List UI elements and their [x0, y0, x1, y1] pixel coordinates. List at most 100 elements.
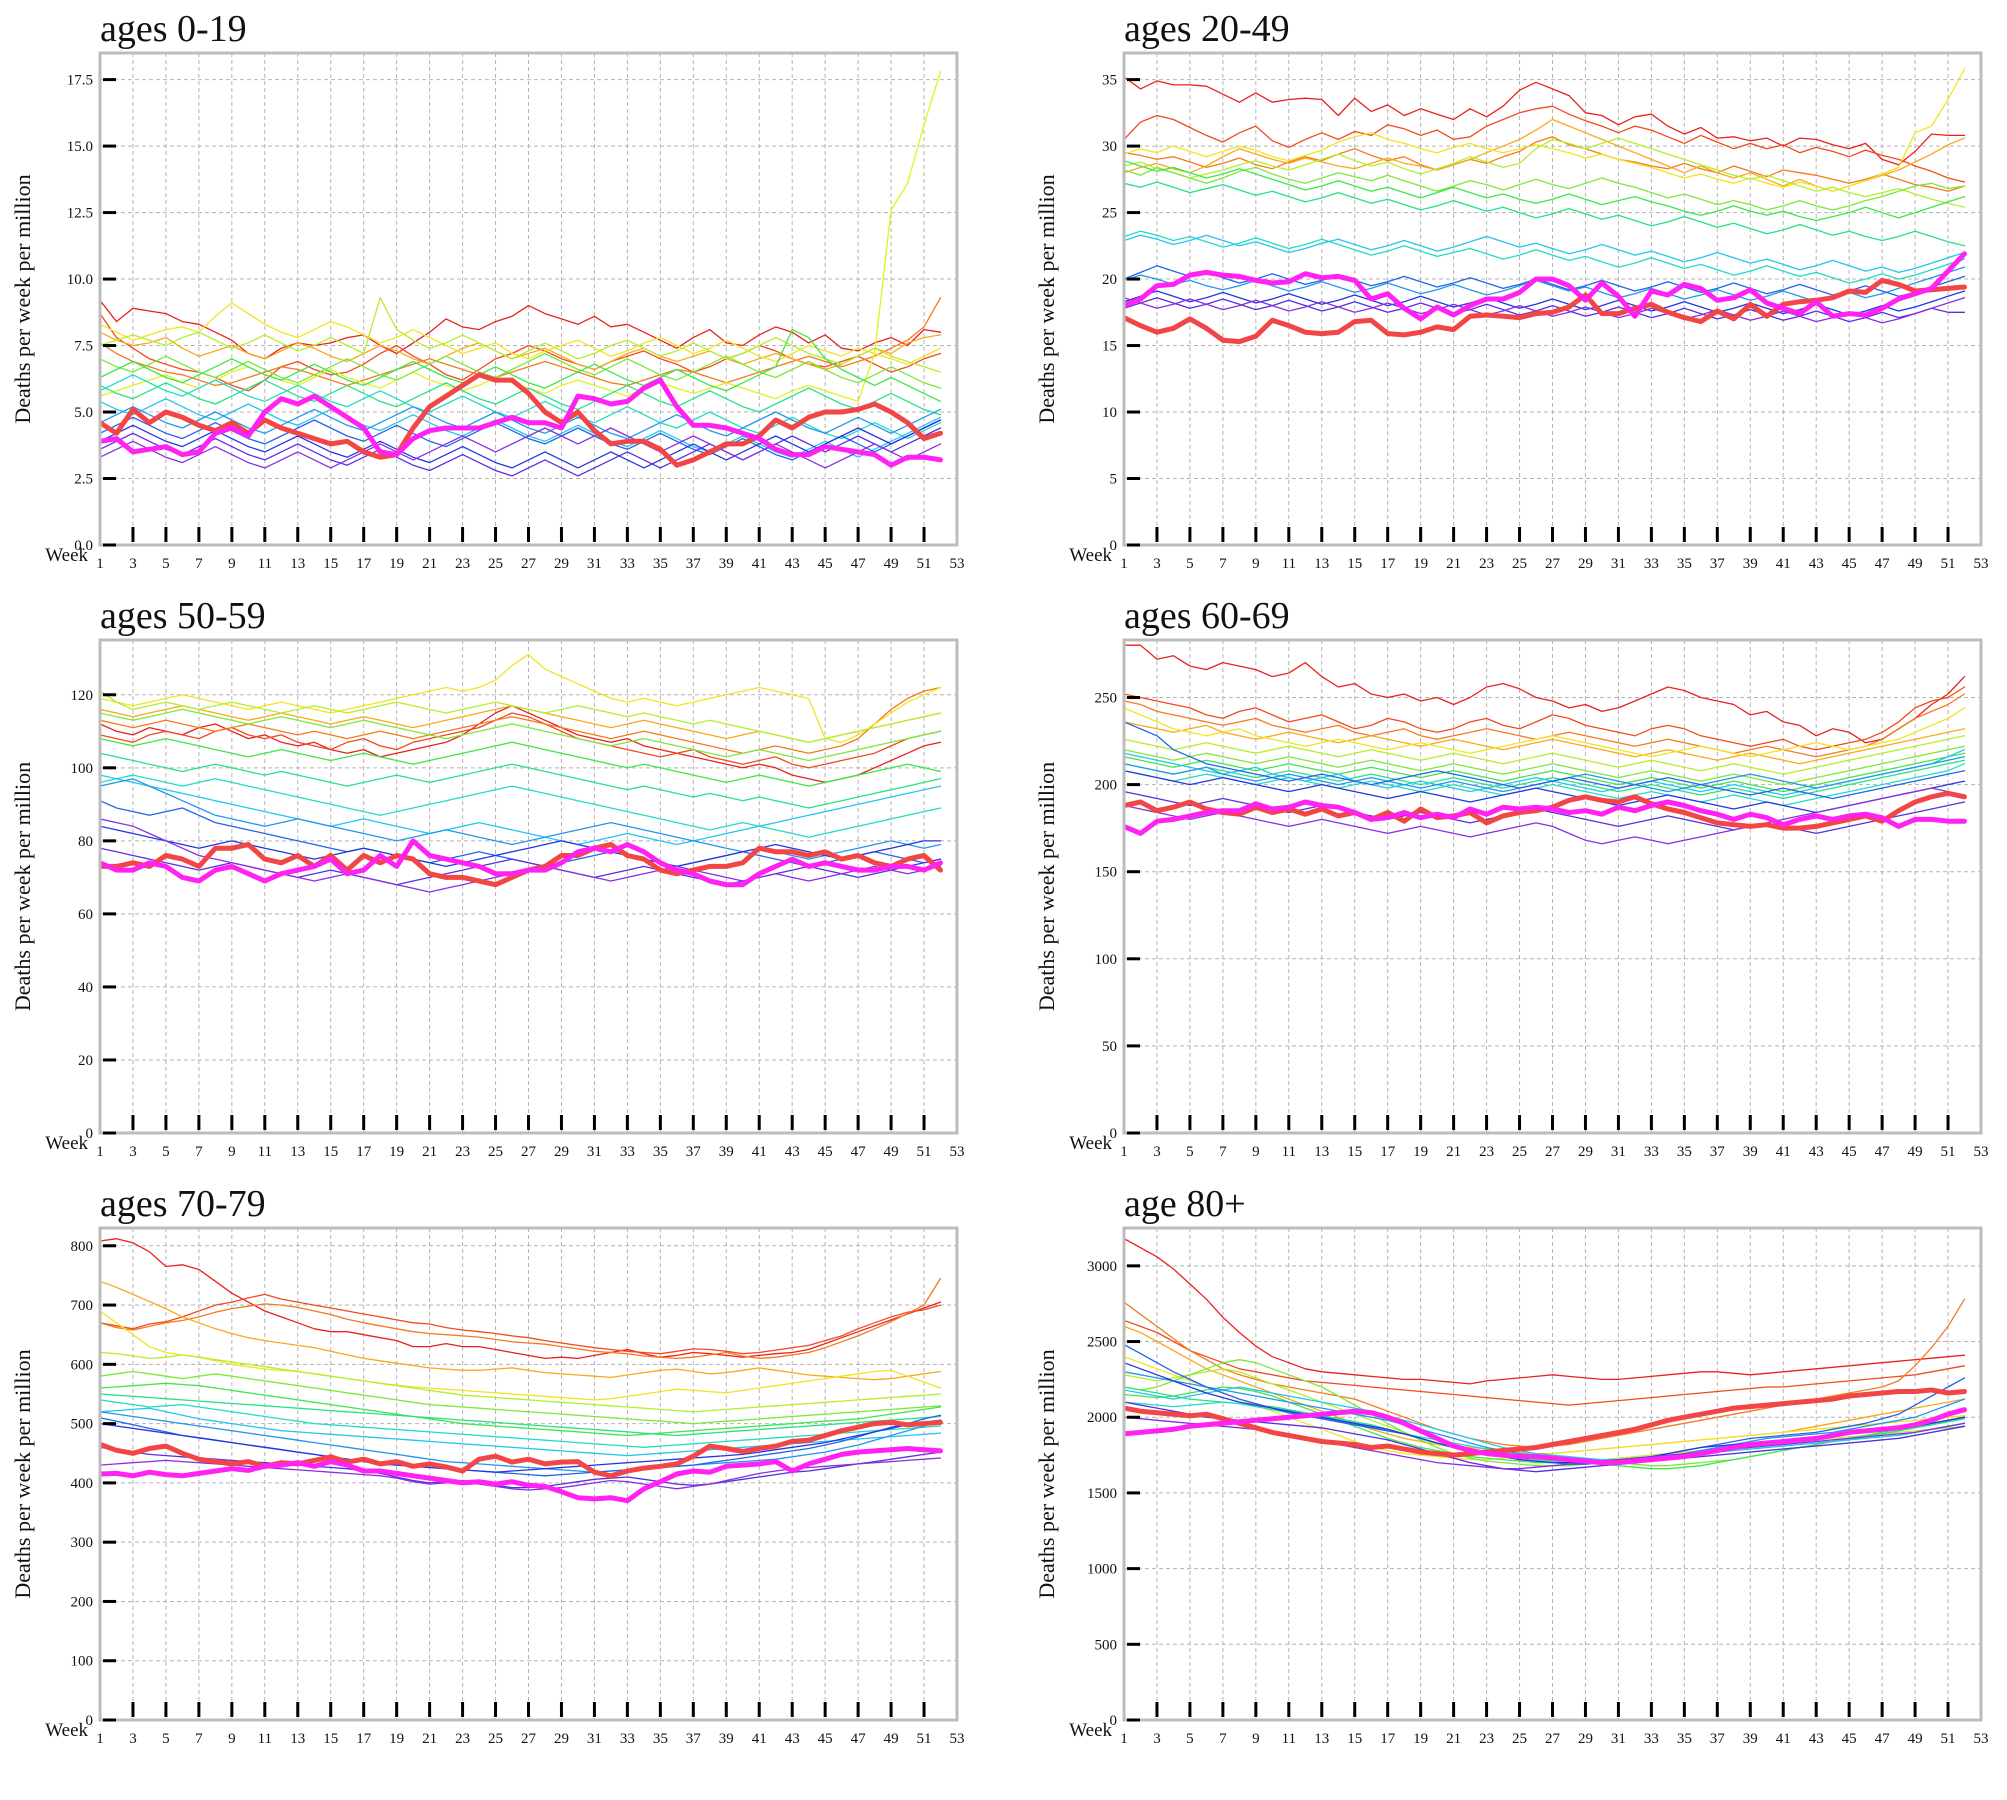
x-tick-label: 31: [587, 556, 602, 572]
y-axis-title: Deaths per week per million: [1034, 762, 1059, 1011]
series-line-1: [100, 1238, 942, 1360]
x-tick-label: 45: [818, 1144, 833, 1160]
x-tick-label: 27: [1545, 1144, 1561, 1160]
plot-frame: [1122, 1226, 1983, 1722]
x-axis-title: Week: [1069, 545, 1112, 566]
x-tick-label: 33: [620, 556, 635, 572]
x-tick-label: 9: [1252, 1731, 1260, 1747]
series-line-14: [100, 825, 942, 868]
y-tick-label: 1500: [1087, 1486, 1117, 1502]
x-tick-label: 39: [719, 556, 734, 572]
x-tick-label: 45: [1842, 556, 1857, 572]
x-tick-label: 41: [752, 1144, 767, 1160]
series-group: [1124, 1237, 1967, 1473]
y-tick-label: 150: [1095, 865, 1118, 881]
panel-title: ages 50-59: [100, 595, 266, 637]
x-tick-label: 23: [455, 1144, 470, 1160]
series-line-9: [1124, 181, 1966, 247]
series-line-8: [100, 737, 942, 787]
series-line-9: [100, 1393, 942, 1437]
series-line-15: [1124, 297, 1966, 323]
x-tick-label: 9: [1252, 1144, 1260, 1160]
x-tick-label: 15: [1347, 556, 1362, 572]
x-tick-label: 49: [884, 1731, 899, 1747]
x-tick-label: 43: [1809, 1144, 1824, 1160]
y-tick-label: 60: [78, 907, 93, 923]
plot-frame: [98, 51, 959, 547]
x-tick-label: 29: [554, 1731, 569, 1747]
x-tick-label: 35: [1677, 1144, 1692, 1160]
series-line-1: [1124, 1237, 1966, 1385]
series-line-8: [100, 1382, 942, 1437]
x-tick-label: 39: [1743, 1731, 1758, 1747]
series-line-1: [100, 299, 942, 360]
x-tick-label: 47: [851, 1144, 867, 1160]
series-line-6: [100, 690, 942, 743]
x-tick-label: 27: [1545, 1731, 1561, 1747]
x-tick-label: 49: [1908, 1731, 1923, 1747]
x-tick-label: 51: [1941, 1144, 1956, 1160]
x-tick-label: 3: [1153, 1731, 1161, 1747]
x-tick-label: 1: [1120, 1731, 1128, 1747]
x-tick-label: 13: [1314, 1144, 1329, 1160]
x-tick-label: 17: [356, 1731, 372, 1747]
series-line-3: [1124, 136, 1966, 192]
series-line-17: [1124, 1387, 1967, 1458]
x-tick-label: 37: [686, 1731, 702, 1747]
x-tick-label: 19: [389, 556, 404, 572]
y-tick-label: 200: [71, 1594, 94, 1610]
y-axis-title: Deaths per week per million: [10, 1349, 35, 1598]
series-line-10: [1124, 230, 1966, 284]
y-tick-label: 2000: [1087, 1410, 1117, 1426]
x-tick-label: 39: [1743, 556, 1758, 572]
x-tick-label: 13: [290, 1144, 305, 1160]
x-tick-label: 39: [719, 1731, 734, 1747]
y-tick-label: 15.0: [67, 139, 93, 155]
x-tick-label: 21: [422, 1731, 437, 1747]
y-tick-label: 50: [1102, 1039, 1117, 1055]
x-tick-label: 15: [323, 1144, 338, 1160]
y-tick-label: 5: [1110, 472, 1118, 488]
series-line-12: [100, 778, 942, 860]
x-tick-label: 23: [1479, 556, 1494, 572]
plot-frame: [1122, 51, 1983, 547]
series-line-18: [1124, 251, 1967, 322]
x-tick-label: 51: [1941, 1731, 1956, 1747]
y-axis-title: Deaths per week per million: [10, 174, 35, 423]
series-line-8: [1124, 752, 1966, 793]
x-tick-label: 45: [1842, 1731, 1857, 1747]
x-tick-label: 43: [785, 1144, 800, 1160]
x-tick-label: 53: [1974, 1144, 1989, 1160]
x-tick-label: 3: [1153, 1144, 1161, 1160]
x-tick-label: 47: [1875, 1731, 1891, 1747]
y-tick-label: 300: [71, 1535, 94, 1551]
x-tick-label: 25: [488, 1731, 503, 1747]
x-tick-label: 41: [1776, 556, 1791, 572]
series-group: [1124, 68, 1967, 345]
y-tick-label: 17.5: [67, 73, 93, 89]
series-line-11: [1124, 234, 1966, 274]
series-line-2: [100, 1293, 942, 1355]
y-tick-label: 1000: [1087, 1562, 1117, 1578]
x-tick-label: 49: [1908, 556, 1923, 572]
series-line-7: [100, 1370, 942, 1425]
x-tick-label: 15: [323, 556, 338, 572]
x-tick-label: 9: [1252, 556, 1260, 572]
y-tick-label: 100: [71, 1654, 94, 1670]
x-tick-label: 25: [1512, 556, 1527, 572]
x-axis-title: Week: [1069, 1133, 1112, 1154]
y-tick-label: 25: [1102, 206, 1117, 222]
y-tick-label: 2500: [1087, 1335, 1117, 1351]
x-tick-label: 1: [1120, 556, 1128, 572]
x-tick-label: 5: [1186, 556, 1194, 572]
x-tick-label: 29: [1578, 556, 1593, 572]
y-tick-label: 15: [1102, 339, 1117, 355]
series-line-3: [100, 297, 942, 387]
series-line-3: [100, 1277, 942, 1360]
series-line-18: [1124, 1407, 1967, 1466]
